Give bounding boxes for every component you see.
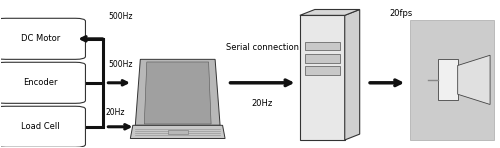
FancyBboxPatch shape (305, 54, 340, 63)
FancyBboxPatch shape (0, 18, 86, 59)
Polygon shape (344, 9, 360, 140)
Text: 500Hz: 500Hz (108, 12, 132, 21)
Text: Load Cell: Load Cell (22, 122, 60, 131)
FancyBboxPatch shape (0, 62, 86, 103)
Polygon shape (144, 62, 211, 124)
FancyBboxPatch shape (410, 20, 494, 140)
Polygon shape (300, 9, 360, 15)
FancyBboxPatch shape (168, 130, 188, 134)
Text: 20Hz: 20Hz (252, 99, 273, 108)
Text: Serial connection: Serial connection (226, 43, 299, 52)
Polygon shape (136, 59, 220, 125)
Text: DC Motor: DC Motor (21, 34, 60, 43)
Text: 20fps: 20fps (390, 9, 413, 18)
Text: 20Hz: 20Hz (106, 108, 125, 117)
Text: 500Hz: 500Hz (108, 60, 132, 69)
Polygon shape (130, 125, 225, 139)
FancyBboxPatch shape (0, 106, 86, 147)
FancyBboxPatch shape (305, 66, 340, 75)
FancyBboxPatch shape (305, 42, 340, 50)
FancyBboxPatch shape (300, 15, 344, 140)
Text: Encoder: Encoder (24, 78, 58, 87)
Polygon shape (458, 55, 490, 104)
FancyBboxPatch shape (438, 59, 458, 100)
